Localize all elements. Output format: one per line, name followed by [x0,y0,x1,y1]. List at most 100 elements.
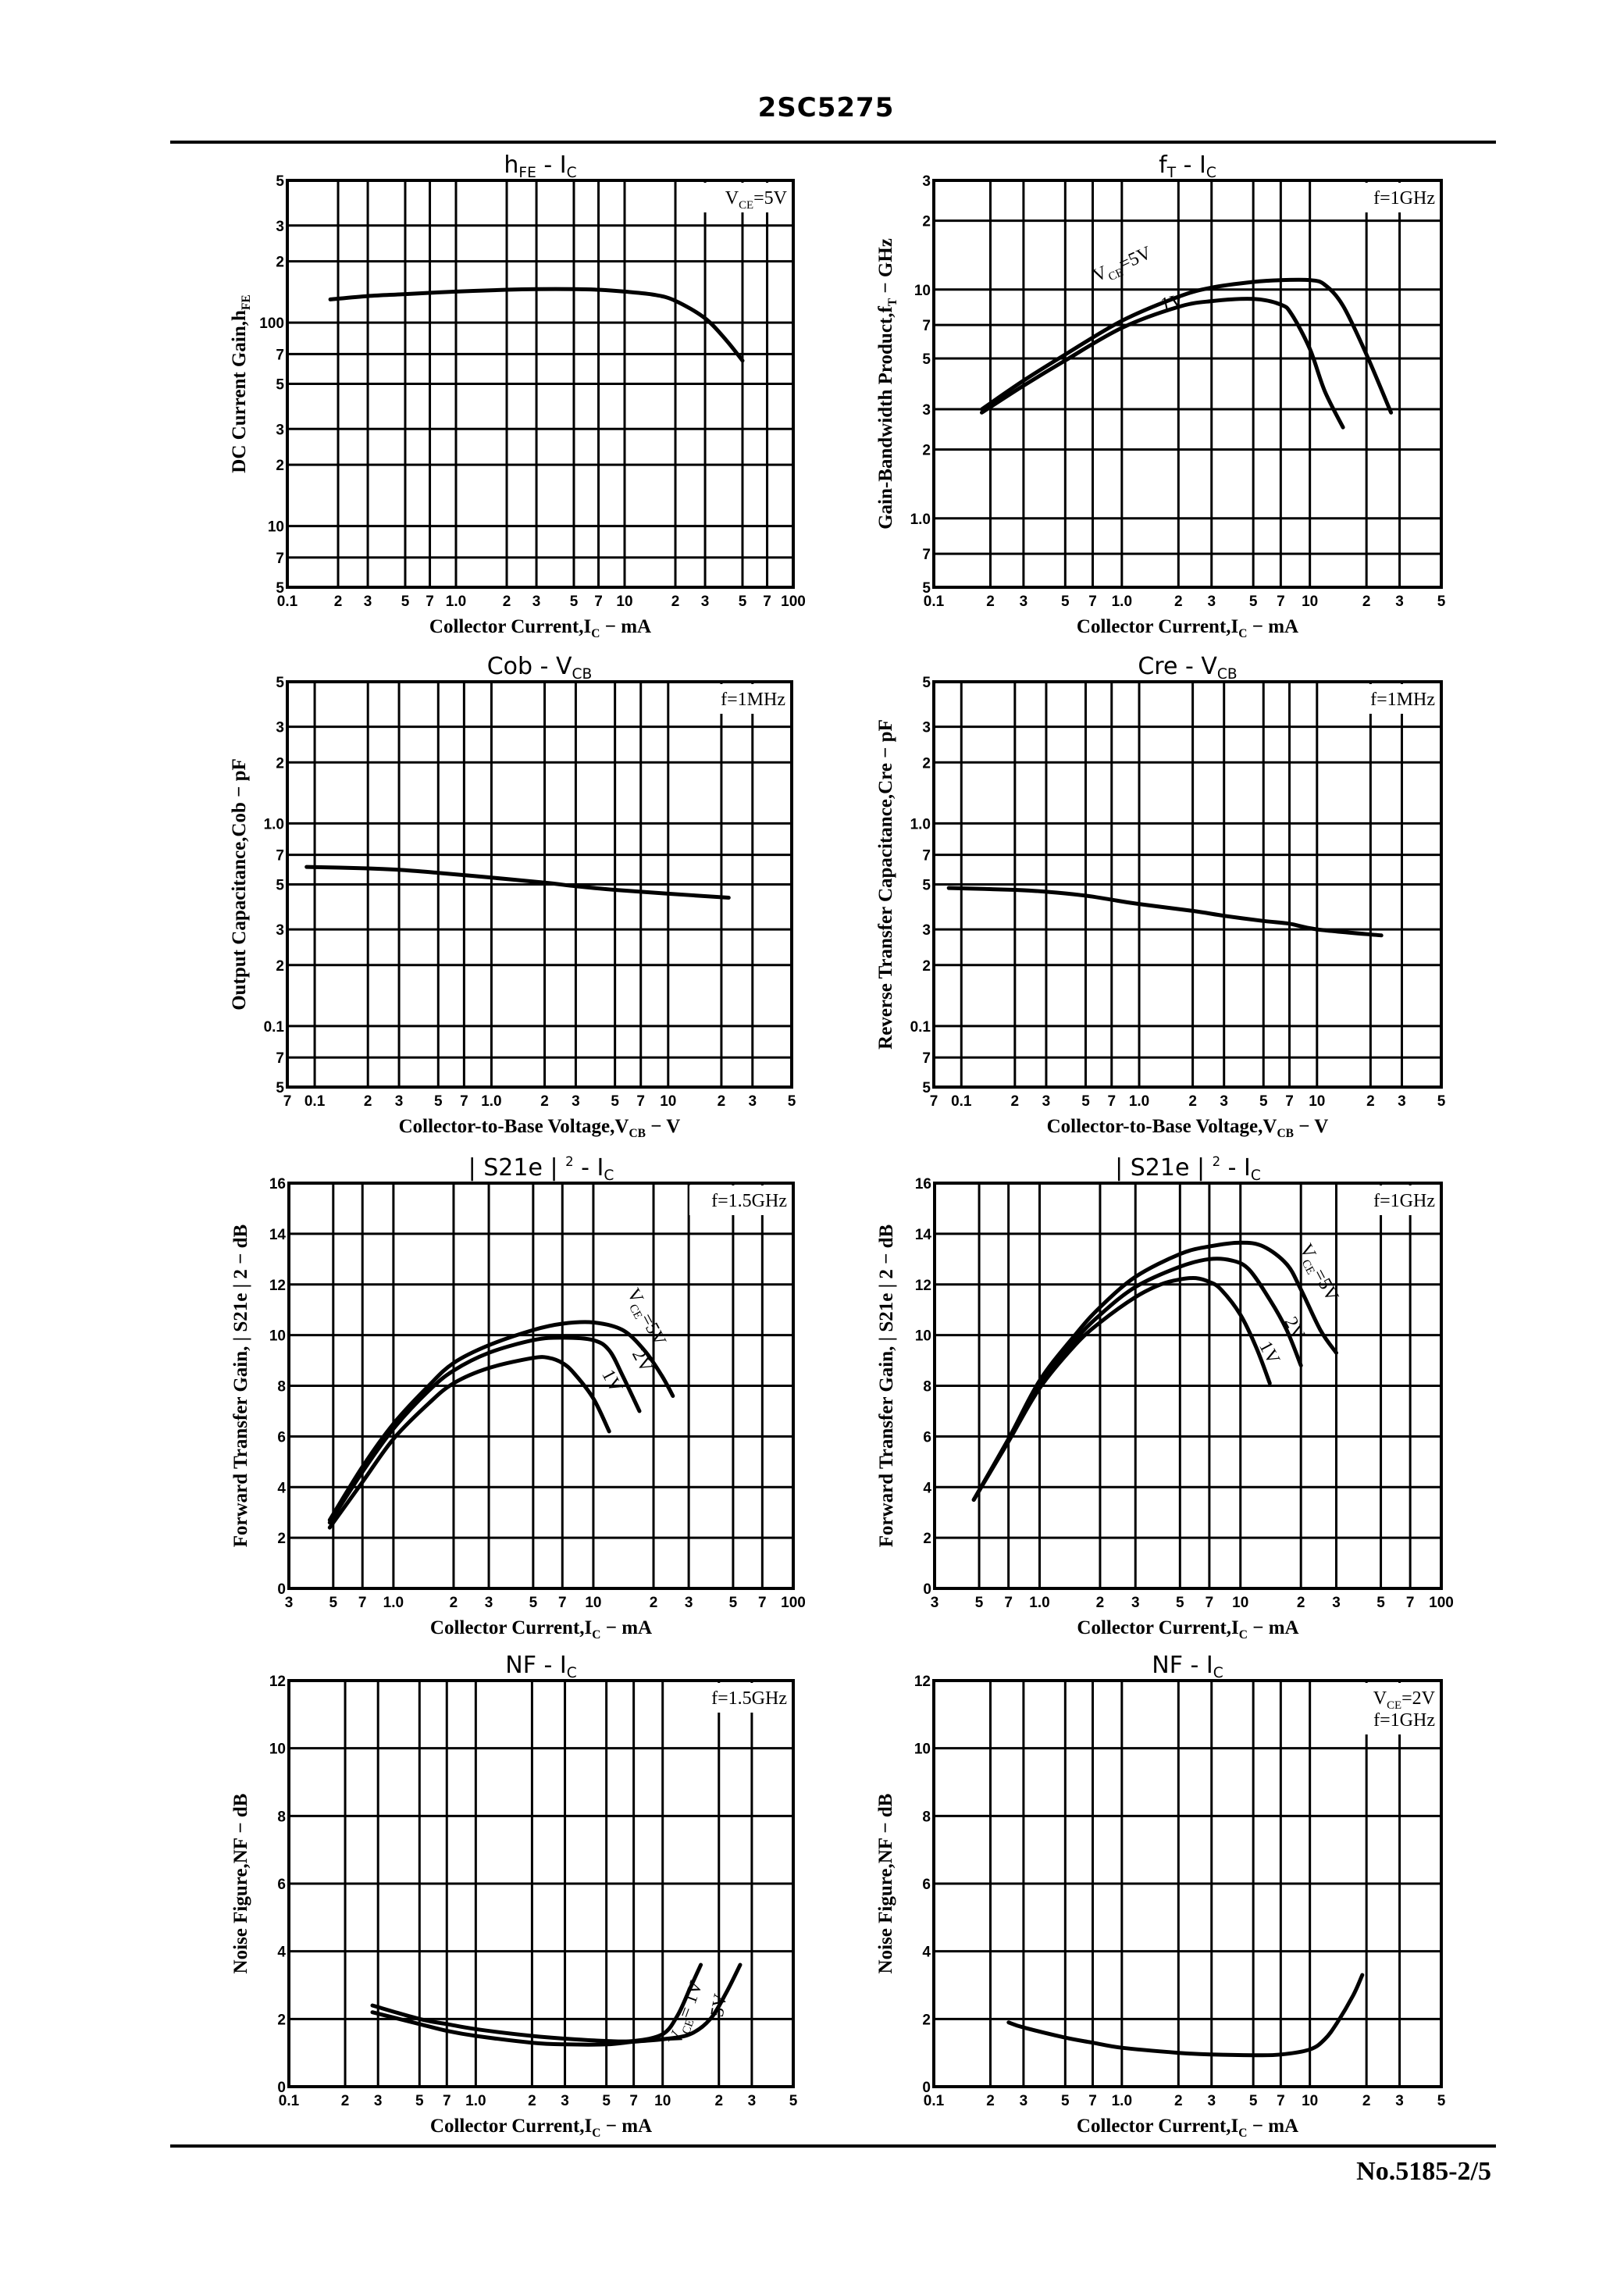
svg-text:3: 3 [532,594,541,610]
y-axis-label: Reverse Transfer Capacitance,Cre − pF [875,719,896,1050]
svg-text:7: 7 [276,1050,284,1067]
svg-text:14: 14 [915,1227,932,1243]
plot-frame [933,1182,1443,1590]
svg-text:10: 10 [269,1328,286,1345]
footer-rule [170,2144,1496,2148]
svg-text:2: 2 [503,594,511,610]
svg-text:7: 7 [930,1093,938,1110]
svg-text:2: 2 [922,2012,931,2028]
svg-text:7: 7 [922,848,931,864]
svg-text:5: 5 [1437,2093,1446,2109]
svg-text:f=1.5GHz: f=1.5GHz [711,1191,787,1211]
svg-text:7: 7 [358,1595,367,1611]
plot-frame [286,179,795,589]
svg-text:VCE=2V: VCE=2V [1373,1688,1436,1712]
svg-text:7: 7 [922,318,931,334]
svg-text:7: 7 [1004,1595,1013,1611]
svg-text:3: 3 [922,720,931,736]
x-axis-label: Collector Current,IC​ − mA [430,1617,652,1642]
svg-text:4: 4 [277,1945,286,1961]
svg-text:7: 7 [276,848,284,864]
svg-text:1.0: 1.0 [1129,1093,1149,1110]
svg-text:7: 7 [594,594,603,610]
svg-text:2V: 2V [1280,1314,1309,1344]
svg-text:3: 3 [395,1093,404,1110]
svg-text:2: 2 [528,2093,536,2109]
svg-text:10: 10 [1309,1093,1325,1110]
svg-text:5: 5 [1437,594,1446,610]
chart-svg: VCE=5V0.1 2 3 5 7 1.0 2 3 5 7 10 2 3 5 7 10057102357100… [229,152,806,640]
y-axis-label: Gain-Bandwidth Product,fT​ − GHz [875,238,899,529]
svg-text:VCE= 1V: VCE= 1V [665,1977,710,2048]
svg-text:7: 7 [460,1093,468,1110]
svg-text:7: 7 [1277,2093,1285,2109]
svg-text:1.0: 1.0 [1029,1595,1049,1611]
chart-title: NF - IC [1152,1652,1223,1681]
svg-text:7: 7 [1088,2093,1097,2109]
grid [287,1182,795,1590]
x-axis-label: Collector Current,IC​ − mA [1077,1617,1298,1642]
svg-text:5: 5 [1249,2093,1258,2109]
x-axis-label: Collector Current,IC​ − mA [1077,616,1298,640]
series-curve-1 [980,297,1345,430]
svg-text:f=1GHz: f=1GHz [1373,188,1435,209]
curve-labels: VCE= 1V 5V [665,1977,732,2048]
svg-text:7: 7 [1088,594,1097,610]
svg-text:3: 3 [1395,2093,1404,2109]
y-axis-label: DC Current Gain,hFE​ [229,294,253,472]
svg-text:5: 5 [570,594,579,610]
svg-text:3: 3 [285,1595,294,1611]
svg-text:10: 10 [616,594,632,610]
svg-text:16: 16 [915,1176,931,1192]
svg-text:3: 3 [485,1595,493,1611]
svg-text:10: 10 [1302,594,1318,610]
svg-text:2: 2 [1362,594,1371,610]
svg-text:10: 10 [915,1328,931,1345]
svg-text:3: 3 [276,922,284,939]
grid [933,1182,1443,1590]
svg-text:100: 100 [1429,1595,1454,1611]
svg-text:5: 5 [1437,1093,1446,1110]
svg-text:2: 2 [922,958,931,975]
svg-text:2: 2 [276,958,284,975]
svg-text:5: 5 [602,2093,611,2109]
svg-text:0: 0 [277,2080,286,2096]
series-curve-0 [304,864,731,900]
svg-text:10: 10 [1232,1595,1248,1611]
condition-label: f=1MHz [1337,684,1439,714]
svg-text:6: 6 [277,1429,286,1446]
condition-label: f=1MHz [688,684,789,714]
svg-text:4: 4 [277,1480,286,1496]
svg-text:7: 7 [558,1595,567,1611]
series-curve-1 [971,1257,1303,1502]
svg-text:3: 3 [1131,1595,1140,1611]
grid [287,1679,795,2088]
svg-text:5: 5 [401,594,410,610]
svg-text:3: 3 [922,173,931,190]
svg-text:100: 100 [781,1595,806,1611]
chart-nf-ic-1-5ghz: f=1.5GHz VCE= 1V 5V 0.1 2 3 5 7 1.0 2 3 5 7 10 2 3 5 0 2 4 6… [230,1652,798,2140]
plot-frame [932,1679,1443,2088]
grid [932,680,1443,1089]
svg-text:3: 3 [572,1093,580,1110]
svg-text:f=1.5GHz: f=1.5GHz [711,1688,787,1709]
svg-text:5: 5 [1376,1595,1385,1611]
svg-text:1V: 1V [1255,1338,1284,1368]
svg-text:10: 10 [1302,2093,1318,2109]
y-axis-label: Noise Figure,NF − dB [230,1794,251,1974]
chart-title: | S21e | 2​ - IC [1115,1154,1261,1184]
svg-text:6: 6 [922,1877,931,1893]
tick-labels: 0.1 2 3 5 7 1.0 2 3 5 7 10 2 3 5 5 7 1.0 2 3 5 7 10 2 3 [910,173,1446,610]
svg-text:10: 10 [585,1595,601,1611]
svg-text:5: 5 [739,594,747,610]
svg-text:3: 3 [364,594,372,610]
svg-text:2: 2 [1011,1093,1020,1110]
svg-text:3: 3 [276,422,284,438]
svg-text:2: 2 [1096,1595,1105,1611]
svg-text:2: 2 [923,1531,931,1547]
svg-text:3: 3 [1220,1093,1228,1110]
svg-text:3: 3 [1207,2093,1216,2109]
